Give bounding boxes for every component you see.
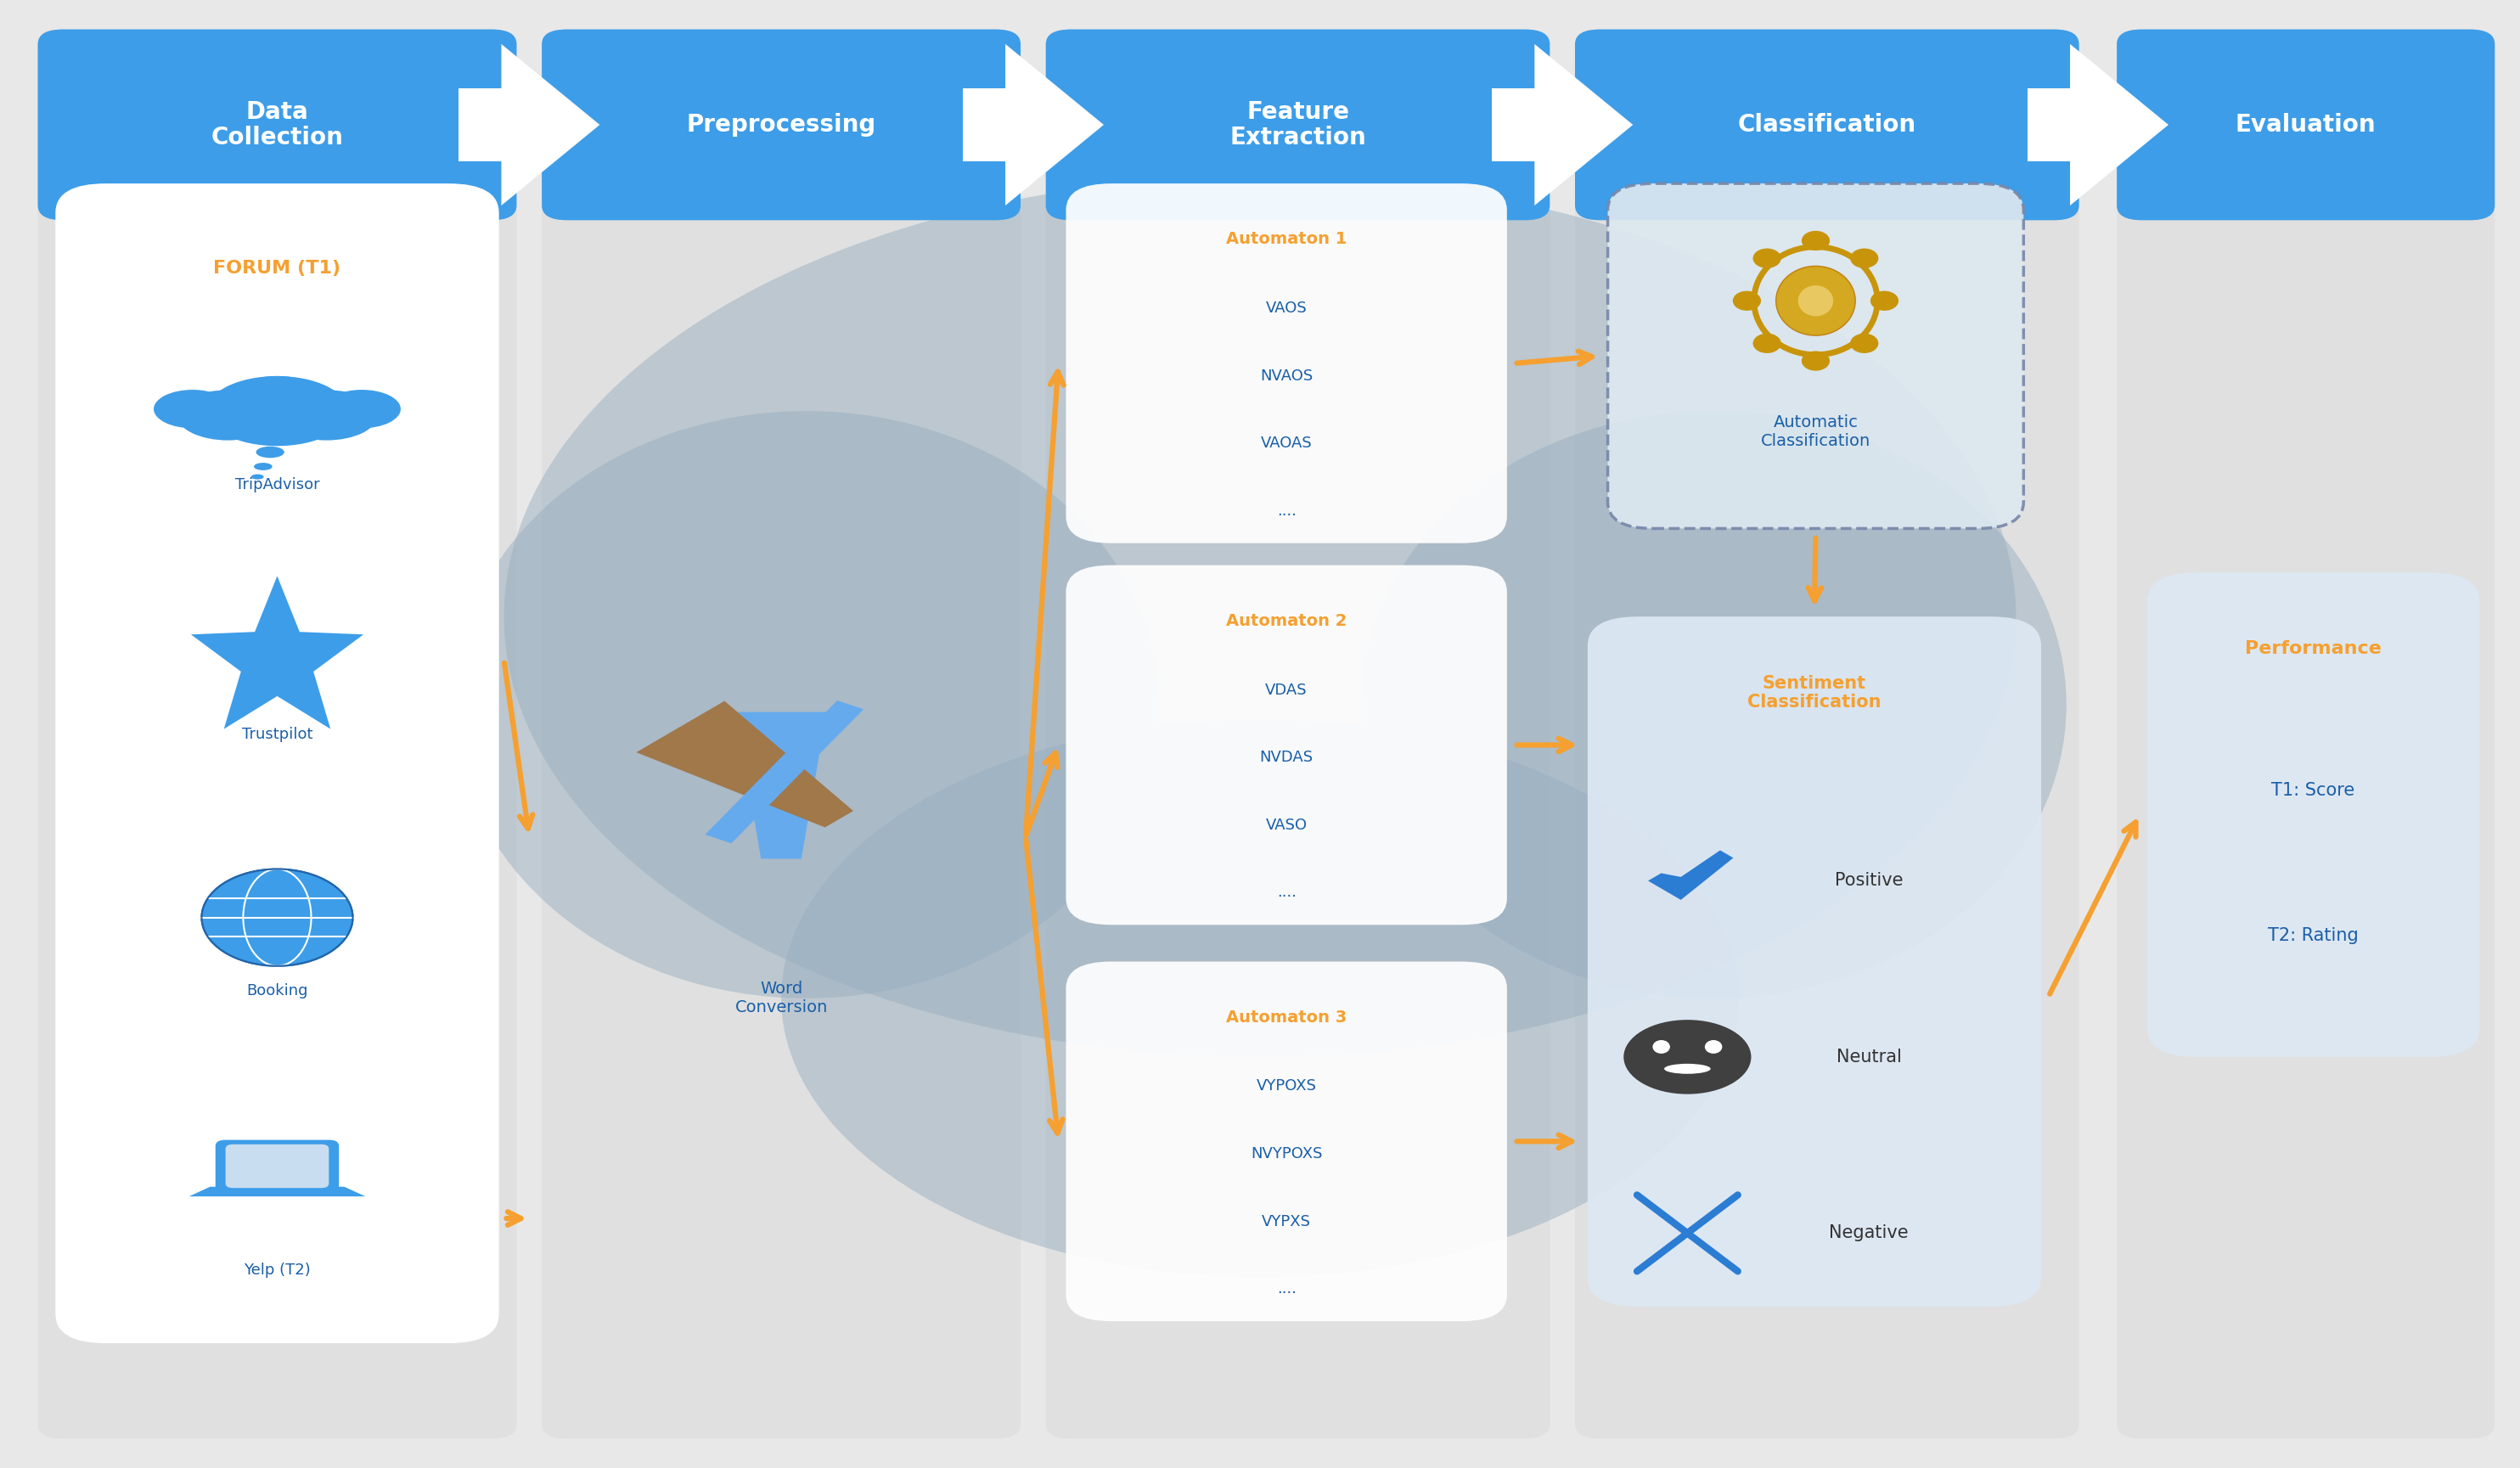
Ellipse shape: [202, 869, 353, 966]
Ellipse shape: [275, 390, 378, 440]
Ellipse shape: [1361, 411, 2066, 998]
Ellipse shape: [1870, 291, 1898, 311]
FancyBboxPatch shape: [542, 29, 1021, 1439]
Polygon shape: [192, 575, 363, 730]
Ellipse shape: [207, 376, 348, 446]
Text: T1: Score: T1: Score: [2271, 782, 2356, 799]
Polygon shape: [1492, 88, 1537, 161]
Text: Evaluation: Evaluation: [2235, 113, 2376, 137]
Ellipse shape: [1663, 1064, 1711, 1075]
FancyBboxPatch shape: [1608, 184, 2024, 528]
Text: Sentiment
Classification: Sentiment Classification: [1746, 675, 1882, 711]
Ellipse shape: [1623, 1020, 1751, 1094]
Ellipse shape: [1802, 351, 1830, 371]
FancyBboxPatch shape: [2117, 29, 2495, 1439]
Text: Preprocessing: Preprocessing: [685, 113, 877, 137]
Text: Neutral: Neutral: [1837, 1048, 1903, 1066]
FancyBboxPatch shape: [1066, 565, 1507, 925]
Ellipse shape: [323, 390, 401, 429]
Ellipse shape: [1850, 248, 1877, 269]
Ellipse shape: [154, 390, 232, 429]
Ellipse shape: [232, 376, 323, 421]
Text: Automaton 3: Automaton 3: [1227, 1010, 1346, 1025]
Text: Word
Conversion: Word Conversion: [736, 981, 827, 1016]
Ellipse shape: [257, 446, 285, 458]
Ellipse shape: [252, 474, 265, 480]
Text: Automatic
Classification: Automatic Classification: [1761, 414, 1870, 449]
Ellipse shape: [1734, 291, 1761, 311]
Text: NVAOS: NVAOS: [1260, 368, 1313, 383]
Text: VDAS: VDAS: [1265, 683, 1308, 697]
Text: Feature
Extraction: Feature Extraction: [1230, 100, 1366, 150]
FancyBboxPatch shape: [38, 29, 517, 1439]
FancyBboxPatch shape: [214, 1139, 338, 1192]
Ellipse shape: [781, 719, 1739, 1277]
Text: Booking: Booking: [247, 984, 307, 998]
Polygon shape: [459, 88, 504, 161]
FancyBboxPatch shape: [1575, 29, 2079, 220]
Polygon shape: [2026, 88, 2074, 161]
Polygon shape: [736, 712, 827, 859]
Text: Automaton 1: Automaton 1: [1227, 232, 1346, 247]
Ellipse shape: [255, 462, 272, 470]
Ellipse shape: [1653, 1039, 1671, 1054]
Polygon shape: [635, 702, 854, 828]
Ellipse shape: [176, 390, 280, 440]
Text: ....: ....: [1278, 1282, 1295, 1296]
Text: Negative: Negative: [1830, 1224, 1908, 1242]
Polygon shape: [1535, 44, 1633, 206]
Text: ....: ....: [1278, 504, 1295, 518]
Ellipse shape: [1802, 230, 1830, 251]
Text: TripAdvisor: TripAdvisor: [234, 477, 320, 492]
Text: VAOAS: VAOAS: [1260, 436, 1313, 451]
Ellipse shape: [1777, 266, 1855, 336]
Text: Automaton 2: Automaton 2: [1227, 614, 1346, 628]
Text: VASO: VASO: [1265, 818, 1308, 832]
Text: Yelp (T2): Yelp (T2): [244, 1262, 310, 1277]
Text: NVDAS: NVDAS: [1260, 750, 1313, 765]
FancyBboxPatch shape: [1066, 184, 1507, 543]
Ellipse shape: [1754, 248, 1782, 269]
FancyBboxPatch shape: [1066, 962, 1507, 1321]
Text: FORUM (T1): FORUM (T1): [214, 260, 340, 277]
Text: ....: ....: [1278, 885, 1295, 900]
Text: VYPOXS: VYPOXS: [1257, 1079, 1315, 1094]
Polygon shape: [1005, 44, 1104, 206]
Text: NVYPOXS: NVYPOXS: [1250, 1147, 1323, 1161]
FancyBboxPatch shape: [2117, 29, 2495, 220]
Polygon shape: [1648, 850, 1734, 900]
FancyBboxPatch shape: [38, 29, 517, 220]
FancyBboxPatch shape: [542, 29, 1021, 220]
Text: VYPXS: VYPXS: [1263, 1214, 1310, 1229]
Polygon shape: [501, 44, 600, 206]
Polygon shape: [706, 700, 864, 843]
FancyBboxPatch shape: [1588, 617, 2041, 1307]
Text: Performance: Performance: [2245, 640, 2381, 658]
Polygon shape: [2069, 44, 2167, 206]
Text: T2: Rating: T2: Rating: [2268, 928, 2359, 944]
FancyBboxPatch shape: [227, 1145, 328, 1188]
FancyBboxPatch shape: [55, 184, 499, 1343]
Polygon shape: [189, 1186, 365, 1196]
FancyBboxPatch shape: [1575, 29, 2079, 1439]
Ellipse shape: [1704, 1039, 1721, 1054]
Ellipse shape: [454, 411, 1159, 998]
Ellipse shape: [1799, 285, 1832, 316]
Polygon shape: [963, 88, 1008, 161]
Ellipse shape: [1754, 333, 1782, 354]
Text: VAOS: VAOS: [1265, 301, 1308, 316]
Ellipse shape: [504, 176, 2016, 1057]
Text: Positive: Positive: [1835, 872, 1903, 890]
Ellipse shape: [1850, 333, 1877, 354]
Text: Data
Collection: Data Collection: [212, 100, 343, 150]
FancyBboxPatch shape: [1046, 29, 1550, 1439]
Text: Trustpilot: Trustpilot: [242, 727, 312, 741]
FancyBboxPatch shape: [2147, 573, 2480, 1057]
FancyBboxPatch shape: [1046, 29, 1550, 220]
Text: Classification: Classification: [1739, 113, 1915, 137]
